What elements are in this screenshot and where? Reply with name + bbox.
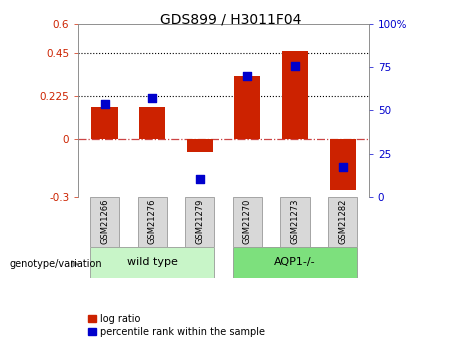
Text: genotype/variation: genotype/variation [9, 259, 102, 269]
Text: GSM21282: GSM21282 [338, 199, 347, 244]
Point [244, 73, 251, 79]
Text: GSM21279: GSM21279 [195, 199, 204, 244]
Bar [280, 197, 309, 247]
Point [196, 177, 203, 182]
Text: wild type: wild type [127, 257, 177, 267]
Point [101, 101, 108, 106]
Text: GSM21266: GSM21266 [100, 199, 109, 244]
Bar [234, 76, 260, 139]
Bar [91, 107, 118, 139]
Text: GSM21276: GSM21276 [148, 199, 157, 244]
Legend: log ratio, percentile rank within the sample: log ratio, percentile rank within the sa… [88, 314, 265, 337]
Bar [328, 197, 357, 247]
Text: GDS899 / H3011F04: GDS899 / H3011F04 [160, 12, 301, 26]
Bar [233, 247, 357, 278]
Bar [233, 197, 262, 247]
Bar [138, 197, 167, 247]
Text: AQP1-/-: AQP1-/- [274, 257, 316, 267]
Text: GSM21273: GSM21273 [290, 199, 300, 244]
Bar [90, 197, 119, 247]
Bar [282, 51, 308, 139]
Text: GSM21270: GSM21270 [243, 199, 252, 244]
Point [148, 96, 156, 101]
Point [339, 165, 346, 170]
Point [291, 63, 299, 68]
Bar [330, 139, 356, 190]
Bar [139, 107, 165, 139]
Bar [185, 197, 214, 247]
Bar [90, 247, 214, 278]
Bar [187, 139, 213, 151]
